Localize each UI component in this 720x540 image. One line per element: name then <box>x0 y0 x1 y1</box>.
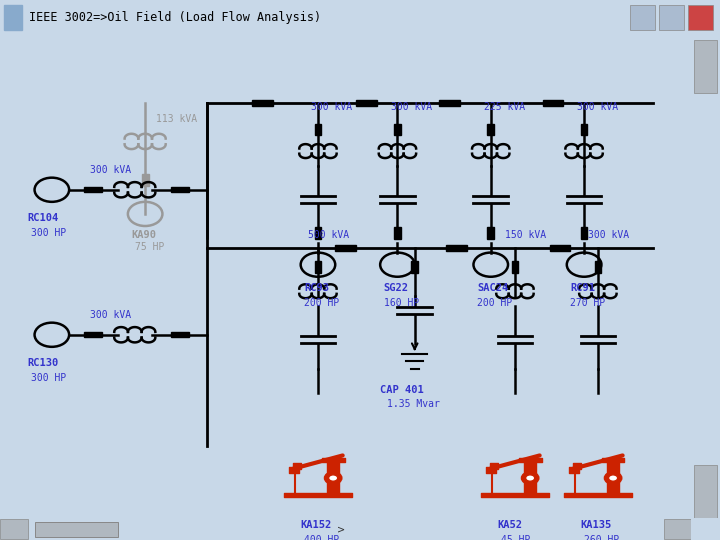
Bar <box>439 100 459 106</box>
Bar <box>664 519 691 539</box>
Bar <box>35 522 117 537</box>
Bar <box>694 465 717 518</box>
Text: RC130: RC130 <box>27 358 59 368</box>
Bar <box>336 245 356 251</box>
Text: 160 HP: 160 HP <box>384 298 419 308</box>
Text: IEEE 3002=>Oil Field (Load Flow Analysis): IEEE 3002=>Oil Field (Load Flow Analysis… <box>29 11 321 24</box>
Text: KA90: KA90 <box>131 230 156 240</box>
Bar <box>394 124 401 135</box>
Bar <box>659 5 684 30</box>
Bar <box>595 261 601 273</box>
Text: SG22: SG22 <box>384 284 409 293</box>
Bar <box>0 519 27 539</box>
Text: 45 HP: 45 HP <box>501 535 531 540</box>
Text: 300 kVA: 300 kVA <box>577 102 618 112</box>
Bar <box>446 245 467 251</box>
Text: CAP 401: CAP 401 <box>380 384 424 395</box>
Bar <box>315 227 321 239</box>
Bar <box>394 227 401 239</box>
Circle shape <box>526 475 535 481</box>
Text: 200 HP: 200 HP <box>304 298 339 308</box>
Bar <box>142 174 149 186</box>
Bar <box>688 5 713 30</box>
Bar <box>487 124 494 135</box>
Text: 225 kVA: 225 kVA <box>484 102 525 112</box>
Circle shape <box>608 475 618 481</box>
Bar <box>4 5 22 30</box>
Bar <box>630 5 655 30</box>
Bar <box>549 245 570 251</box>
Text: KA152: KA152 <box>301 520 332 530</box>
Text: RC104: RC104 <box>27 213 59 223</box>
Bar <box>171 187 189 192</box>
Circle shape <box>522 472 539 484</box>
Text: 200 HP: 200 HP <box>477 298 512 308</box>
Text: 400 HP: 400 HP <box>304 535 339 540</box>
Text: 75 HP: 75 HP <box>135 242 164 252</box>
Text: >: > <box>338 524 346 534</box>
Text: 300 HP: 300 HP <box>31 228 66 238</box>
Bar <box>315 124 321 135</box>
Text: 150 kVA: 150 kVA <box>505 230 546 240</box>
Bar <box>581 227 588 239</box>
Bar <box>356 100 377 106</box>
Text: RC93: RC93 <box>304 284 329 293</box>
Text: 1.35 Mvar: 1.35 Mvar <box>387 399 440 409</box>
Text: SAC24: SAC24 <box>477 284 508 293</box>
Text: 300 kVA: 300 kVA <box>311 102 352 112</box>
Bar <box>315 261 321 273</box>
Text: 300 kVA: 300 kVA <box>588 230 629 240</box>
Bar <box>543 100 563 106</box>
Text: KA52: KA52 <box>498 520 523 530</box>
Text: 113 kVA: 113 kVA <box>156 114 197 124</box>
Text: RC91: RC91 <box>570 284 595 293</box>
Text: 300 kVA: 300 kVA <box>390 102 432 112</box>
Bar <box>84 187 102 192</box>
Text: 300 HP: 300 HP <box>31 373 66 383</box>
Text: 270 HP: 270 HP <box>570 298 606 308</box>
Bar <box>487 227 494 239</box>
Text: 300 kVA: 300 kVA <box>90 165 131 175</box>
Bar <box>694 40 717 93</box>
Bar <box>84 332 102 338</box>
Text: KA135: KA135 <box>580 520 612 530</box>
Bar <box>171 332 189 338</box>
Bar <box>411 261 418 273</box>
Text: 260 HP: 260 HP <box>584 535 619 540</box>
Bar <box>512 261 518 273</box>
Circle shape <box>325 472 341 484</box>
Circle shape <box>328 475 338 481</box>
Bar <box>581 124 588 135</box>
Text: 500 kVA: 500 kVA <box>307 230 348 240</box>
Text: 300 kVA: 300 kVA <box>90 310 131 320</box>
Circle shape <box>605 472 621 484</box>
Bar <box>252 100 273 106</box>
